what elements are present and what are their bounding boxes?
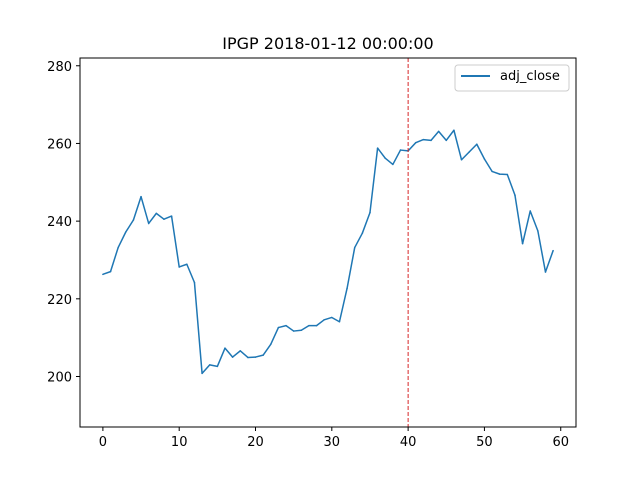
data-point xyxy=(399,149,402,151)
data-point xyxy=(384,157,386,159)
data-point xyxy=(308,324,310,327)
series-line-adj-close xyxy=(102,129,554,375)
data-point xyxy=(552,249,554,252)
x-tick-label: 10 xyxy=(171,435,188,450)
y-tick-label: 240 xyxy=(47,215,72,230)
data-point xyxy=(537,230,539,232)
data-point xyxy=(422,138,425,141)
data-point xyxy=(216,365,219,368)
data-point xyxy=(346,287,348,290)
legend-box xyxy=(454,64,570,92)
data-point xyxy=(369,211,371,214)
data-point xyxy=(300,329,303,332)
data-point xyxy=(437,130,440,133)
data-point xyxy=(514,194,516,196)
y-axis-ticks: 200 220 240 260 280 xyxy=(47,60,80,386)
plot-area xyxy=(102,58,554,427)
data-point xyxy=(277,326,280,329)
data-point xyxy=(460,159,463,161)
data-point xyxy=(262,354,264,356)
data-point xyxy=(498,173,501,175)
data-point xyxy=(239,350,241,352)
data-point xyxy=(208,364,211,366)
legend-label: adj_close xyxy=(500,69,560,84)
data-point xyxy=(254,356,257,358)
data-point xyxy=(224,347,226,349)
data-point xyxy=(247,356,249,359)
y-tick-label: 220 xyxy=(47,293,72,308)
data-point xyxy=(201,372,203,375)
x-tick-label: 50 xyxy=(476,435,493,450)
data-point xyxy=(353,246,356,249)
data-point xyxy=(453,129,455,131)
data-point xyxy=(483,158,486,160)
data-point xyxy=(376,147,379,149)
data-point xyxy=(338,320,341,323)
data-point xyxy=(102,273,104,276)
axes-frame xyxy=(79,57,577,428)
x-tick-label: 0 xyxy=(99,435,107,450)
data-point xyxy=(186,263,188,265)
data-point xyxy=(430,139,432,142)
data-point xyxy=(125,231,127,233)
data-point xyxy=(476,143,478,145)
x-tick-label: 60 xyxy=(552,435,569,450)
x-tick-label: 20 xyxy=(247,435,264,450)
data-point xyxy=(132,219,135,221)
data-point xyxy=(323,319,325,321)
data-point xyxy=(506,173,509,176)
x-tick-label: 30 xyxy=(324,435,341,450)
data-point xyxy=(163,218,165,220)
data-point xyxy=(178,266,180,268)
data-point xyxy=(445,139,448,142)
y-tick-label: 280 xyxy=(47,60,72,75)
data-point xyxy=(231,356,234,358)
data-point xyxy=(270,343,272,346)
y-tick-label: 200 xyxy=(47,371,72,386)
data-point xyxy=(521,242,524,245)
data-point xyxy=(147,222,150,225)
data-point xyxy=(193,281,196,284)
data-point xyxy=(544,271,547,273)
data-point xyxy=(392,163,394,166)
data-point xyxy=(529,210,531,212)
data-point xyxy=(140,195,142,198)
data-point xyxy=(361,232,364,234)
x-tick-label: 40 xyxy=(400,435,417,450)
y-tick-label: 260 xyxy=(47,137,72,152)
data-point xyxy=(468,151,470,153)
x-axis-ticks: 0 10 20 30 40 50 60 xyxy=(99,427,569,450)
data-point xyxy=(155,212,158,215)
data-point xyxy=(292,330,295,332)
data-point xyxy=(315,324,318,327)
data-point xyxy=(331,316,333,319)
data-point xyxy=(285,324,287,327)
data-point xyxy=(170,215,173,217)
data-point xyxy=(109,270,112,273)
data-point xyxy=(415,141,417,144)
chart-title: IPGP 2018-01-12 00:00:00 xyxy=(222,34,433,53)
data-point xyxy=(117,246,119,249)
data-point xyxy=(491,170,493,173)
legend: adj_close xyxy=(454,64,570,92)
